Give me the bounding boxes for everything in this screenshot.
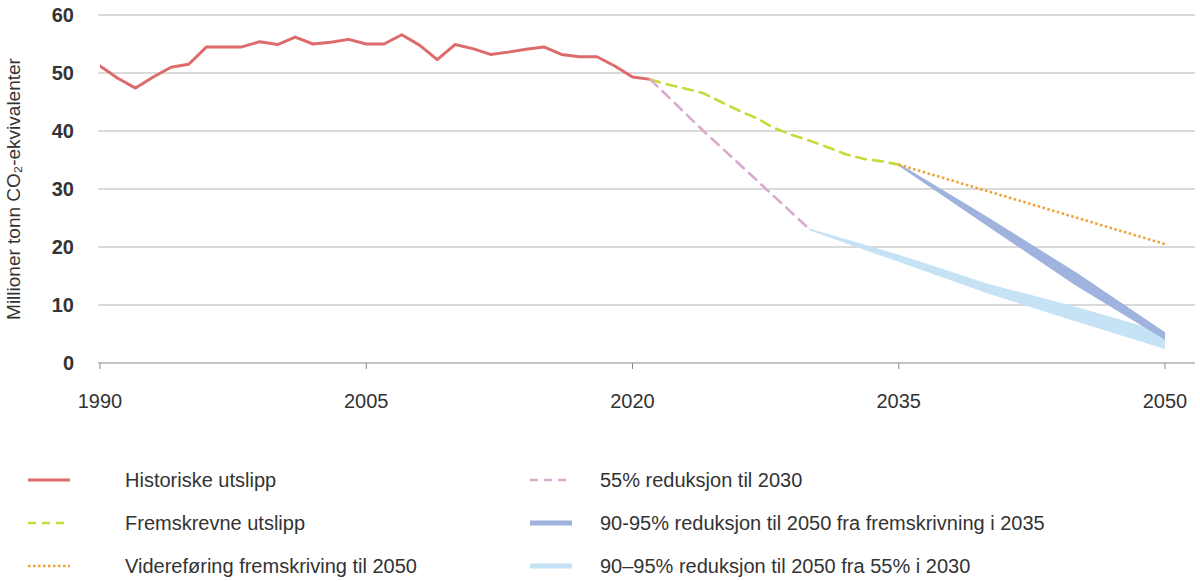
legend-label: 90-95% reduksjon til 2050 fra fremskrivn…	[600, 512, 1045, 534]
legend-swatch	[530, 479, 572, 482]
x-tick-label: 1990	[78, 390, 123, 412]
x-tick-label: 2050	[1143, 390, 1188, 412]
legend-label: Historiske utslipp	[125, 469, 276, 491]
grid-line	[98, 189, 1195, 190]
x-tick	[632, 363, 633, 369]
line	[100, 35, 650, 88]
y-tick-label: 60	[52, 4, 74, 26]
legend-swatch	[28, 522, 70, 525]
line	[650, 79, 899, 164]
y-tick-label: 50	[52, 62, 74, 84]
legend-label: Fremskrevne utslipp	[125, 512, 305, 534]
plot-area	[100, 35, 1165, 348]
grid-line	[98, 73, 1195, 74]
line	[899, 165, 1165, 244]
legend-swatch	[530, 564, 572, 569]
legend-swatch	[28, 479, 70, 482]
legend-label: 90–95% reduksjon til 2050 fra 55% i 2030	[600, 555, 970, 577]
band	[899, 165, 1165, 339]
x-tick-label: 2020	[610, 390, 655, 412]
x-tick	[100, 363, 101, 369]
grid	[98, 15, 1195, 363]
legend-label: Videreføring fremskriving til 2050	[125, 555, 417, 577]
legend-swatch	[530, 521, 572, 526]
legend: Historiske utslipp Fremskrevne utslipp Vid…	[28, 469, 1045, 577]
y-tick-label: 10	[52, 294, 74, 316]
legend-label: 55% reduksjon til 2030	[600, 469, 802, 491]
y-tick-label: 30	[52, 178, 74, 200]
line	[650, 79, 810, 229]
y-axis-label: Millioner tonn CO₂-ekvivalenter	[3, 57, 24, 320]
legend-swatch	[28, 565, 70, 568]
y-tick-label: 40	[52, 120, 74, 142]
band	[810, 230, 1165, 348]
grid-line	[98, 131, 1195, 132]
x-tick-label: 2005	[344, 390, 389, 412]
y-tick-label: 0	[63, 352, 74, 374]
x-tick	[1165, 363, 1166, 369]
x-tick	[898, 363, 899, 369]
grid-line	[98, 15, 1195, 16]
grid-line	[98, 363, 1195, 364]
x-tick-label: 2035	[877, 390, 922, 412]
x-tick	[366, 363, 367, 369]
chart: 0 10 20 30 40 50 60 1990 2005 2020 2035 2050 Million…	[0, 0, 1200, 581]
y-tick-label: 20	[52, 236, 74, 258]
